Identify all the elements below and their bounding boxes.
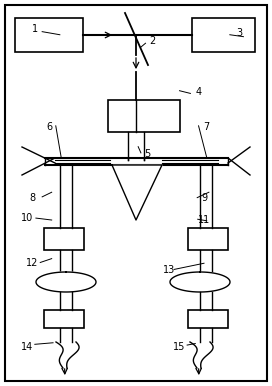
Text: 5: 5 (144, 149, 150, 159)
Text: 2: 2 (149, 36, 155, 46)
Bar (188, 310, 228, 328)
Bar (108, 100, 180, 132)
Text: 9: 9 (201, 193, 207, 203)
Bar (188, 228, 228, 250)
Text: 13: 13 (162, 265, 175, 275)
Text: 7: 7 (204, 122, 210, 132)
Text: 8: 8 (30, 193, 36, 203)
Bar (15, 18, 83, 52)
Bar (44, 310, 84, 328)
Bar (44, 228, 84, 250)
Text: 1: 1 (32, 24, 38, 34)
Text: 15: 15 (173, 342, 186, 352)
Text: 4: 4 (196, 87, 202, 97)
Text: 11: 11 (198, 215, 210, 225)
Polygon shape (36, 272, 96, 292)
Text: 6: 6 (46, 122, 52, 132)
Polygon shape (170, 272, 230, 292)
Bar (192, 18, 255, 52)
Text: 14: 14 (21, 342, 33, 352)
Text: 10: 10 (21, 213, 33, 223)
Text: 3: 3 (236, 28, 242, 38)
Text: 12: 12 (26, 258, 39, 268)
Polygon shape (112, 165, 162, 220)
